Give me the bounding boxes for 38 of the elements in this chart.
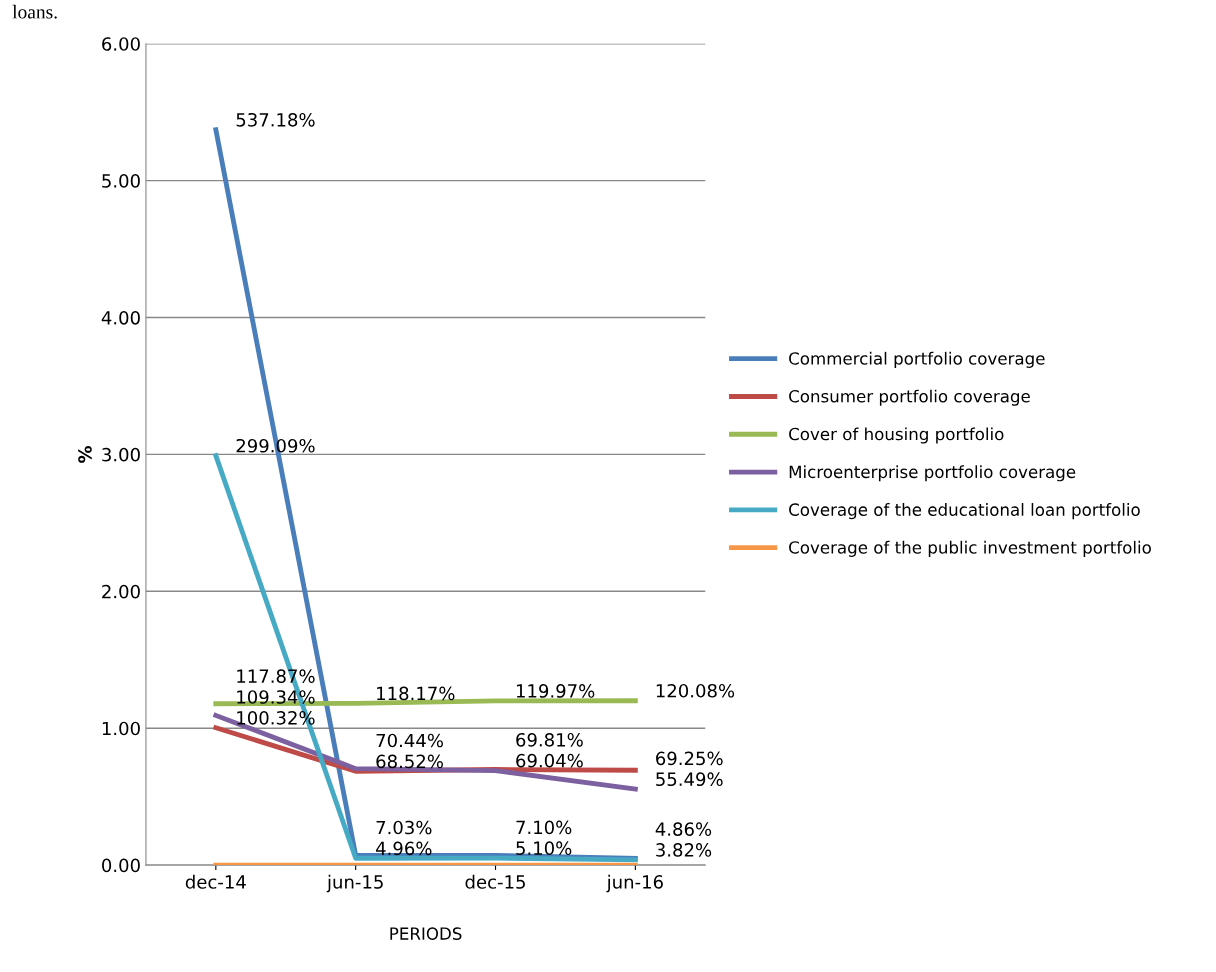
data-label: 68.52%	[376, 754, 443, 769]
data-label: 7.10%	[516, 820, 572, 835]
x-tick-label: jun-15	[326, 874, 383, 893]
data-label: 69.25%	[656, 751, 723, 766]
y-tick-label: 6.00	[102, 37, 140, 51]
data-label: 119.97%	[516, 684, 595, 698]
data-label: 4.96%	[376, 841, 432, 856]
legend-label: Consumer portfolio coverage	[789, 389, 1030, 406]
line-series	[213, 453, 638, 863]
x-tick-label: dec-14	[185, 874, 246, 889]
data-label: 118.17%	[377, 686, 455, 701]
y-tick-label: 0.00	[102, 858, 140, 873]
data-label: 69.04%	[516, 753, 583, 768]
data-label: 5.10%	[516, 841, 572, 855]
text: loans.	[12, 4, 57, 19]
data-label: 70.44%	[376, 733, 443, 748]
x-tick-label: dec-15	[465, 874, 525, 889]
line-series	[213, 712, 638, 792]
data-label: 537.18%	[236, 112, 315, 127]
data-label: 4.86%	[655, 822, 712, 836]
y-tick-label: 4.00	[101, 310, 140, 325]
y-tick-label: 5.00	[102, 174, 140, 188]
x-axis-title: PERIODS	[390, 927, 462, 940]
legend-label: Coverage of the educational loan portfolio	[789, 503, 1140, 520]
legend-label: Cover of housing portfolio	[789, 427, 1004, 444]
data-label: 3.82%	[656, 843, 712, 857]
x-tick-label: jun-16	[606, 874, 663, 893]
data-label: 55.49%	[656, 772, 723, 787]
y-tick-label: 2.00	[102, 584, 140, 599]
y-tick-label: 1.00	[102, 721, 140, 736]
legend-label: Coverage of the public investment portfolio	[789, 540, 1151, 557]
legend-label: Commercial portfolio coverage	[789, 351, 1045, 368]
data-label: 7.03%	[376, 820, 432, 835]
data-label: 120.08%	[656, 683, 735, 698]
legend-label: Microenterprise portfolio coverage	[789, 465, 1076, 482]
data-label: 69.81%	[516, 732, 583, 747]
y-axis-title: %	[78, 445, 92, 463]
y-tick-label: 3.00	[102, 447, 140, 462]
